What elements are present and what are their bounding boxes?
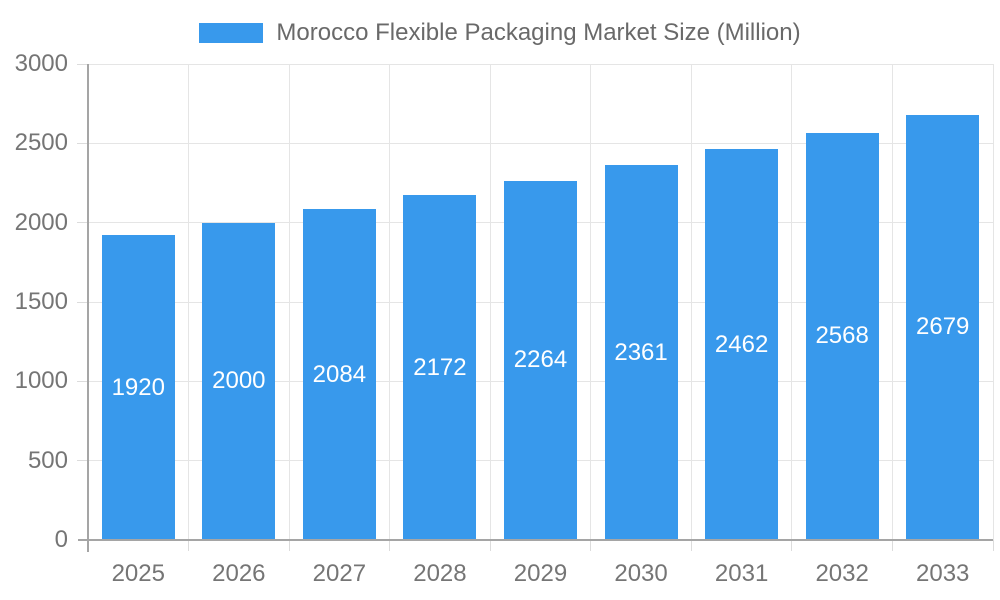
y-tick-label: 2000 [14,208,68,236]
gridline-v [489,64,491,540]
bar-value-label: 2000 [212,367,266,395]
gridline-h [88,63,993,65]
bar-value-label: 1920 [111,373,165,401]
x-tick [489,540,491,551]
x-axis-line [78,539,993,541]
bar[interactable]: 2084 [302,209,376,540]
bar-value-label: 2568 [815,322,869,350]
x-tick [389,540,391,551]
bar-value-label: 2462 [714,330,769,358]
y-tick [77,380,87,382]
bar[interactable]: 2462 [705,149,779,540]
y-tick-label: 2500 [14,129,68,157]
gridline-v [188,64,190,540]
plot-area: 0 500 1000 1500 2000 2500 3000 1920 2025 2000 2026… [15,50,994,587]
x-tick [590,540,592,551]
bar[interactable]: 1920 [101,235,175,540]
x-tick-label: 2026 [212,560,266,587]
bar[interactable]: 2361 [604,165,678,540]
x-tick-label: 2030 [614,560,668,587]
y-tick-label: 500 [27,446,68,474]
legend[interactable]: Morocco Flexible Packaging Market Size (… [0,16,1000,50]
x-tick-label: 2028 [413,560,467,587]
gridline-h [88,142,993,144]
y-axis-line [87,64,89,552]
x-tick-label: 2031 [714,560,769,587]
gridline-v [992,64,994,540]
legend-swatch [199,23,264,43]
gridline-v [590,64,592,540]
x-tick-label: 2027 [312,560,367,587]
bar-value-label: 2084 [312,360,367,388]
y-tick [77,301,87,303]
y-tick [77,460,87,462]
x-tick [690,540,692,551]
x-tick [188,540,190,551]
x-tick [992,540,994,551]
bar-value-label: 2264 [513,346,568,374]
bar-value-label: 2679 [916,313,970,341]
x-tick [288,540,290,551]
bar[interactable]: 2172 [403,195,477,540]
x-tick-label: 2032 [815,560,869,587]
x-tick-label: 2025 [111,560,165,587]
y-tick-label: 1500 [14,288,68,315]
gridline-v [891,64,893,540]
bar-value-label: 2361 [614,338,668,366]
gridline-v [389,64,391,540]
y-tick-label: 0 [54,526,68,553]
x-tick-label: 2033 [916,560,970,587]
x-tick-label: 2029 [513,560,568,587]
gridline-v [791,64,793,540]
x-tick [791,540,793,551]
y-tick [77,222,87,224]
bar-value-label: 2172 [413,353,467,381]
x-tick [891,540,893,551]
bar[interactable]: 2568 [805,132,879,540]
y-tick [77,142,87,144]
y-tick-label: 1000 [14,367,68,395]
y-tick [77,63,87,65]
y-tick-label: 3000 [14,50,68,77]
gridline-v [690,64,692,540]
bar[interactable]: 2264 [504,180,577,540]
bar[interactable]: 2000 [202,222,276,540]
bar[interactable]: 2679 [906,114,980,540]
legend-label: Morocco Flexible Packaging Market Size (… [276,19,801,46]
gridline-v [288,64,290,540]
